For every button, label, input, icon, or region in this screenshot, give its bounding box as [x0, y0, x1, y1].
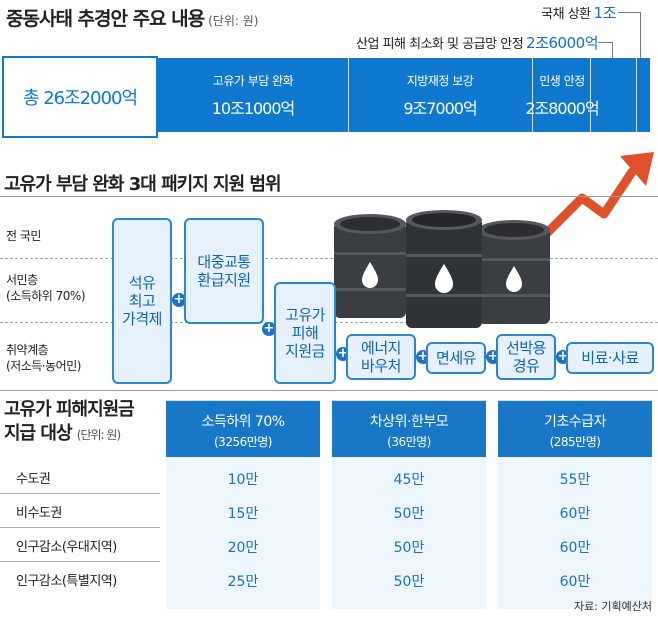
callout-industry-value: 2조6000억	[526, 34, 598, 52]
callout-industry-leader	[598, 42, 613, 59]
row-label-vulnerable-2: (저소득·농어민)	[6, 359, 81, 373]
segment-local-finance-label: 지방재정 보강	[406, 74, 474, 88]
plus-icon: +	[262, 321, 276, 336]
table-cell: 55만	[559, 472, 591, 488]
plus-icon: +	[172, 292, 186, 307]
package-energy-voucher: 에너지 바우처	[346, 334, 416, 380]
callout-debt-leader	[618, 12, 641, 59]
package-tax-free-oil-label: 면세유	[436, 349, 476, 367]
package-energy-voucher-label: 에너지 바우처	[361, 339, 401, 375]
package-fertilizer-feed-label: 비료·사료	[581, 349, 639, 367]
row-label-vulnerable-1: 취약계층	[6, 343, 49, 357]
segment-divider	[636, 58, 637, 132]
package-transit-refund: 대중교통 환급지원	[184, 218, 264, 324]
column-header-name: 소득하위 70%	[201, 414, 285, 430]
budget-total: 총 26조2000억	[2, 56, 158, 138]
region-divider	[0, 493, 160, 494]
table-unit: (단위: 원)	[76, 428, 121, 442]
segment-divider	[532, 58, 533, 132]
table-title: 고유가 피해지원금 지급 대상 (단위: 원)	[4, 398, 135, 447]
table-column: 차상위·한부모 (36만명) 45만 50만 50만 50만	[332, 400, 486, 609]
column-header-sub: (36만명)	[387, 435, 431, 449]
package-ship-diesel-label: 선박용 경유	[506, 339, 546, 375]
row-label-all: 전 국민	[6, 229, 41, 243]
segment-local-finance: 지방재정 보강 9조7000억	[348, 58, 532, 132]
row-label-vulnerable: 취약계층 (저소득·농어민)	[6, 342, 81, 374]
package-fertilizer-feed: 비료·사료	[566, 342, 654, 374]
callout-debt-label: 국채 상환	[541, 7, 591, 22]
region-label: 인구감소(특별지역)	[16, 574, 117, 589]
column-header: 소득하위 70% (3256만명)	[166, 401, 320, 457]
column-header-name: 차상위·한부모	[369, 414, 449, 430]
callout-debt: 국채 상환 1조	[541, 2, 616, 23]
budget-unit: (단위: 원)	[208, 14, 259, 28]
packages-title: 고유가 부담 완화 3대 패키지 지원 범위	[4, 174, 282, 195]
packages-top-rule	[0, 196, 658, 197]
table-title-1: 고유가 피해지원금	[4, 399, 135, 420]
table-cell: 50만	[393, 540, 425, 556]
row-label-middle-1: 서민층	[6, 273, 38, 287]
segment-livelihood-value: 2조8000억	[525, 99, 599, 118]
package-transit-refund-label: 대중교통 환급지원	[197, 253, 251, 289]
column-header-sub: (285만명)	[549, 435, 601, 449]
source-note: 자료: 기획예산처	[573, 600, 652, 613]
callout-debt-value: 1조	[593, 4, 617, 22]
table-cell: 60만	[559, 540, 591, 556]
table-cell: 15만	[227, 506, 259, 522]
segment-high-oil-value: 10조1000억	[211, 99, 296, 118]
table-title-2: 지급 대상	[4, 423, 73, 444]
budget-bar: 고유가 부담 완화 10조1000억 지방재정 보강 9조7000억 민생 안정…	[158, 58, 650, 132]
table-cell: 25만	[227, 574, 259, 590]
column-header-sub: (3256만명)	[214, 435, 272, 449]
table-cell: 10만	[227, 472, 259, 488]
package-relief-payment: 고유가 피해 지원금	[274, 282, 336, 384]
region-label: 수도권	[16, 472, 51, 487]
column-header: 기초수급자 (285만명)	[498, 401, 652, 457]
package-relief-payment-label: 고유가 피해 지원금	[285, 306, 325, 360]
table-column: 기초수급자 (285만명) 55만 60만 60만 60만	[498, 400, 652, 609]
table-cell: 50만	[393, 574, 425, 590]
callout-industry-label: 산업 피해 최소화 및 공급망 안정	[356, 37, 524, 52]
table-cell: 60만	[559, 574, 591, 590]
table-cell: 60만	[559, 506, 591, 522]
packages-bottom-rule	[0, 390, 658, 391]
segment-divider	[590, 58, 591, 132]
row-label-middle-2: (소득하위 70%)	[6, 289, 86, 303]
budget-title: 중동사태 추경안 주요 내용 (단위: 원)	[6, 4, 258, 31]
row-divider	[0, 258, 658, 259]
callout-industry: 산업 피해 최소화 및 공급망 안정 2조6000억	[356, 32, 598, 53]
segment-livelihood-label: 민생 안정	[539, 74, 585, 88]
region-divider	[0, 561, 160, 562]
package-ship-diesel: 선박용 경유	[496, 334, 556, 380]
segment-divider	[348, 58, 349, 132]
package-tax-free-oil: 면세유	[426, 342, 486, 374]
table-cell: 50만	[393, 506, 425, 522]
segment-high-oil: 고유가 부담 완화 10조1000억	[158, 58, 348, 132]
region-label: 비수도권	[16, 506, 62, 521]
row-label-middle: 서민층 (소득하위 70%)	[6, 272, 86, 304]
region-label: 인구감소(우대지역)	[16, 540, 117, 555]
region-divider	[0, 527, 160, 528]
segment-high-oil-label: 고유가 부담 완화	[212, 74, 294, 88]
column-header-name: 기초수급자	[544, 414, 606, 430]
table-cell: 45만	[393, 472, 425, 488]
budget-title-text: 중동사태 추경안 주요 내용	[6, 8, 205, 30]
segment-livelihood: 민생 안정 2조8000억	[525, 58, 599, 132]
segment-local-finance-value: 9조7000억	[403, 99, 477, 118]
table-column: 소득하위 70% (3256만명) 10만 15만 20만 25만	[166, 400, 320, 609]
package-oil-price-cap: 석유 최고 가격제	[112, 218, 172, 384]
column-header: 차상위·한부모 (36만명)	[332, 401, 486, 457]
package-oil-price-cap-label: 석유 최고 가격제	[122, 274, 162, 328]
oil-barrel-icon	[334, 210, 550, 328]
table-cell: 20만	[227, 540, 259, 556]
